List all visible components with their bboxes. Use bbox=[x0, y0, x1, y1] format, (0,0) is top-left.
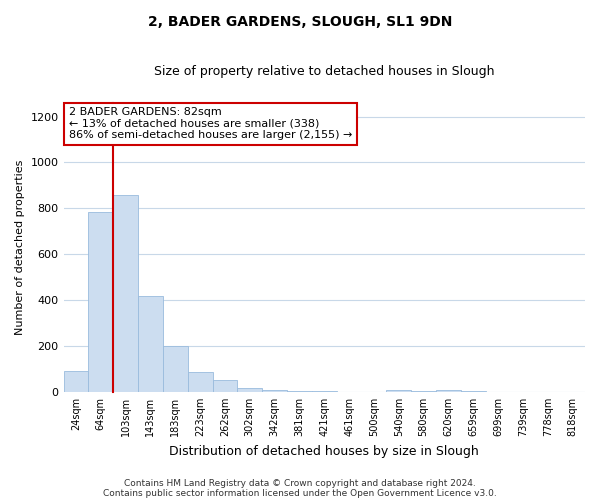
Bar bbox=[262, 390, 287, 392]
Bar bbox=[238, 388, 262, 392]
Bar bbox=[287, 391, 312, 392]
Text: 2, BADER GARDENS, SLOUGH, SL1 9DN: 2, BADER GARDENS, SLOUGH, SL1 9DN bbox=[148, 15, 452, 29]
Bar bbox=[88, 212, 113, 392]
Bar bbox=[113, 194, 138, 392]
Text: Contains public sector information licensed under the Open Government Licence v3: Contains public sector information licen… bbox=[103, 488, 497, 498]
Text: 2 BADER GARDENS: 82sqm
← 13% of detached houses are smaller (338)
86% of semi-de: 2 BADER GARDENS: 82sqm ← 13% of detached… bbox=[69, 107, 352, 140]
Bar bbox=[64, 370, 88, 392]
Bar bbox=[188, 372, 212, 392]
Title: Size of property relative to detached houses in Slough: Size of property relative to detached ho… bbox=[154, 65, 494, 78]
Bar bbox=[138, 296, 163, 392]
Text: Contains HM Land Registry data © Crown copyright and database right 2024.: Contains HM Land Registry data © Crown c… bbox=[124, 478, 476, 488]
X-axis label: Distribution of detached houses by size in Slough: Distribution of detached houses by size … bbox=[169, 444, 479, 458]
Bar bbox=[386, 390, 411, 392]
Bar bbox=[163, 346, 188, 392]
Y-axis label: Number of detached properties: Number of detached properties bbox=[15, 160, 25, 335]
Bar bbox=[212, 380, 238, 392]
Bar bbox=[436, 390, 461, 392]
